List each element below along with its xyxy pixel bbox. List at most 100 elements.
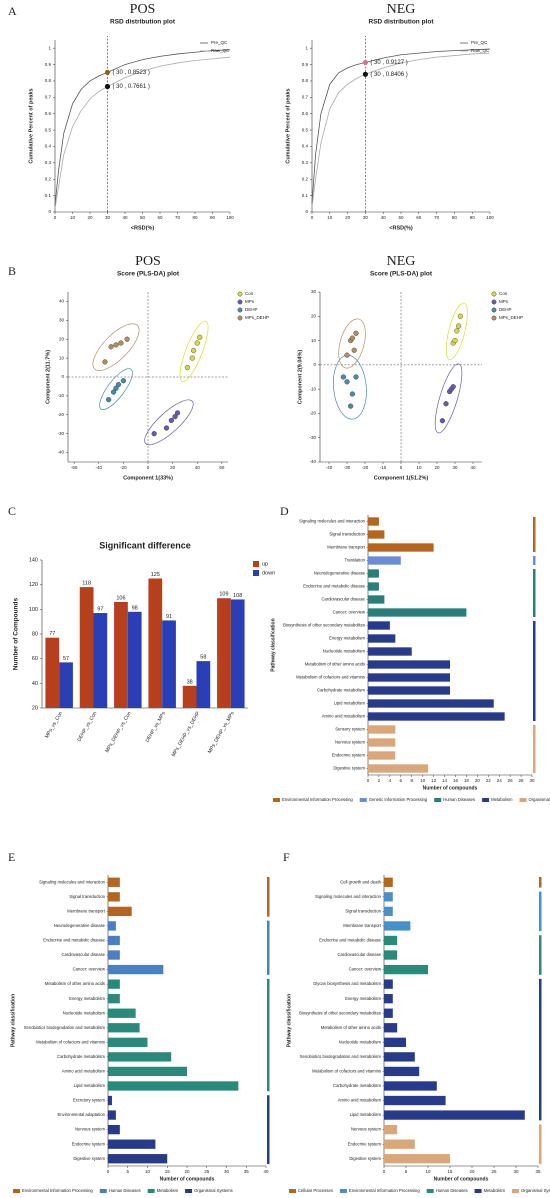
legend-swatch	[491, 299, 497, 305]
bar	[368, 725, 396, 734]
value-label: 57	[63, 656, 69, 662]
panel-label: B	[8, 264, 16, 278]
legend-label: Environmental Information Processing	[282, 797, 353, 802]
bar	[196, 661, 211, 708]
y-tick-label: 20	[59, 336, 65, 341]
bar	[114, 601, 128, 708]
bar	[108, 935, 120, 946]
y-tick-label: Endocrine system	[332, 753, 366, 758]
score-point	[120, 378, 126, 384]
bar	[108, 1052, 172, 1062]
bar	[368, 647, 412, 656]
y-tick-label: Endocrine and metabolic disease	[43, 938, 105, 943]
bar	[108, 1154, 168, 1164]
y-axis-label: Pathway classification	[270, 618, 276, 671]
bar	[384, 1124, 398, 1135]
score-point	[106, 397, 112, 403]
legend-swatch	[474, 1189, 482, 1193]
value-label: 58	[200, 655, 206, 661]
x-tick-label: 10	[420, 778, 426, 783]
score-point	[172, 414, 178, 420]
x-tick-label: 100	[226, 215, 234, 220]
legend-label: DEHP	[245, 307, 258, 312]
score-point	[118, 340, 124, 346]
bar	[230, 599, 245, 708]
value-label: 106	[116, 595, 125, 601]
y-tick-label: Endocrine system	[72, 1141, 106, 1146]
x-tick-label: 25	[491, 1169, 497, 1174]
value-label: 97	[97, 606, 103, 612]
x-tick-label: 60	[157, 215, 163, 220]
bar	[368, 699, 494, 708]
bar	[108, 1139, 156, 1149]
y-tick-label: Metabolism of cofactors and vitamins	[36, 1039, 105, 1044]
score-point	[340, 374, 347, 380]
score-point	[108, 344, 114, 350]
bar	[384, 1066, 420, 1077]
class-bracket	[267, 877, 270, 917]
y-tick-label: Nervous system	[335, 740, 366, 745]
score-point	[344, 379, 350, 385]
legend-label: Metabolism	[491, 797, 513, 802]
x-axis-label: Number of compounds	[423, 785, 478, 791]
score-point	[439, 418, 446, 424]
x-tick-label: 20	[475, 778, 481, 783]
y-axis-label: Pathway classification	[10, 994, 16, 1047]
legend-swatch	[482, 798, 490, 802]
y-axis-label: Component 2(9.04%)	[297, 350, 303, 405]
y-axis-label: Number of Compounds	[13, 598, 20, 671]
legend-swatch	[434, 798, 442, 802]
x-tick-label: 50	[140, 215, 146, 220]
y-tick-label: 0.8	[45, 78, 52, 83]
score-point	[110, 389, 117, 395]
y-tick-label: -30	[57, 431, 64, 436]
legend-swatch	[237, 291, 243, 297]
legend-swatch	[147, 1189, 155, 1193]
panel-label: C	[8, 504, 16, 518]
y-tick-label: Cancer: overview	[349, 967, 382, 972]
bar	[368, 751, 396, 760]
y-tick-label: Energy metabolism	[345, 996, 381, 1001]
score-point	[174, 410, 181, 416]
y-tick-label: 0.5	[45, 127, 52, 132]
score-point	[184, 364, 190, 371]
y-tick-label: Membrane transport	[327, 545, 366, 550]
y-tick-label: Biosynthesis of other secondary metaboli…	[283, 623, 365, 628]
y-tick-label: Signal transduction	[69, 894, 105, 899]
x-tick-label: 12	[431, 778, 437, 783]
x-tick-label: 35	[535, 1169, 541, 1174]
y-tick-label: Endocrine and metabolic disease	[319, 938, 381, 943]
score-point	[344, 352, 350, 358]
marker-point	[104, 69, 111, 75]
bar	[384, 1037, 406, 1047]
legend-label: Human Diseases	[109, 1188, 141, 1193]
bar	[368, 517, 379, 526]
y-tick-label: -10	[57, 393, 64, 398]
legend-label: Raw_QC	[471, 48, 490, 53]
confidence-ellipse	[333, 354, 367, 420]
bar	[108, 906, 132, 917]
x-tick-label: -20	[120, 465, 127, 470]
y-tick-label: 40	[32, 681, 38, 687]
legend-label: Human Diseases	[443, 797, 475, 802]
x-axis-label: Number of compounds	[160, 1176, 215, 1182]
legend-label: down	[262, 570, 275, 576]
bar	[108, 1037, 148, 1047]
y-tick-label: Nervous system	[351, 1127, 382, 1132]
panel-label: A	[8, 4, 17, 18]
bar	[108, 994, 120, 1004]
legend-swatch	[253, 570, 259, 576]
y-tick-label: Energy metabolism	[69, 996, 105, 1001]
score-point	[456, 323, 462, 329]
bar	[368, 712, 505, 721]
x-tick-label: 28	[519, 778, 525, 783]
legend-label: MPs	[499, 299, 509, 304]
chart-subtitle: RSD distribution plot	[369, 19, 435, 26]
score-point	[457, 313, 464, 319]
bar	[108, 1081, 239, 1091]
score-point	[450, 384, 456, 390]
legend-label: Pre_QC	[471, 40, 488, 45]
y-tick-label: 0.4	[45, 144, 52, 149]
chart-title: NEG	[387, 2, 416, 17]
